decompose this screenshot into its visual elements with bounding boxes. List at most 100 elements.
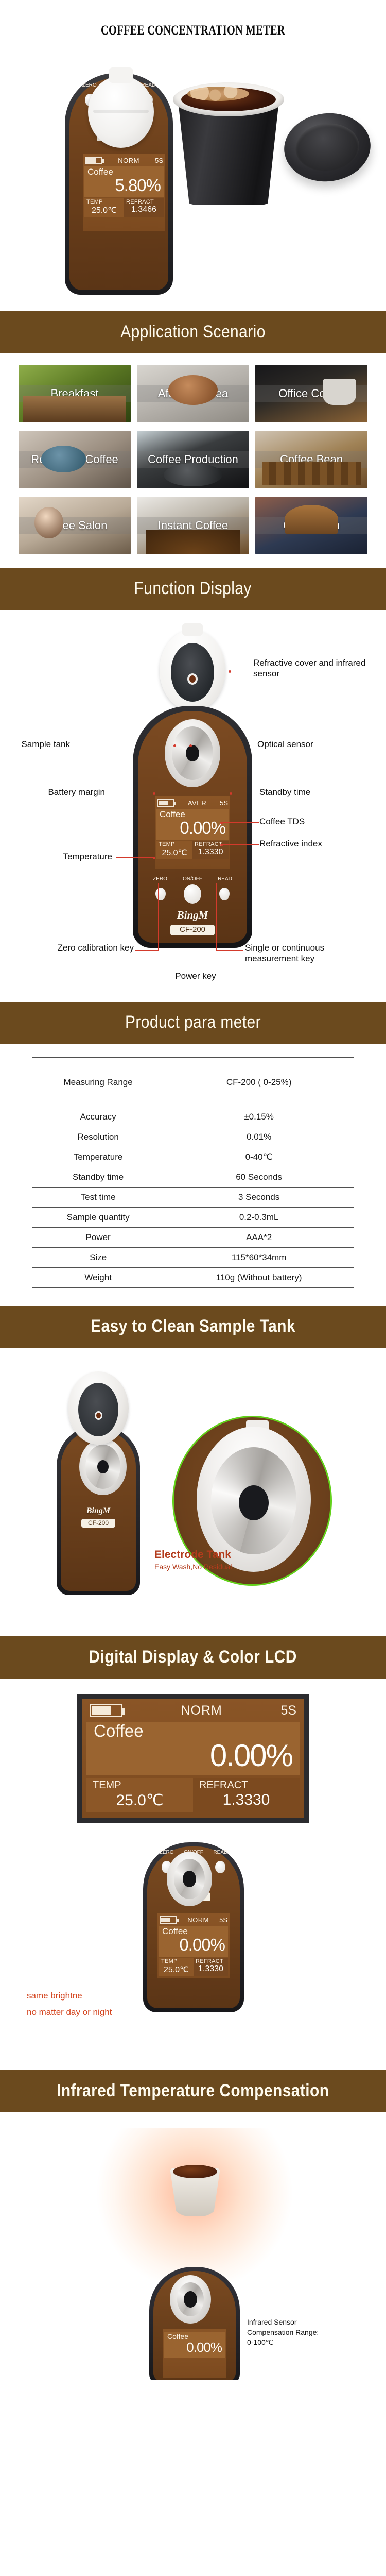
cup-lid-image bbox=[280, 109, 374, 186]
function-key-label-row: ZERO ON/OFF READ bbox=[138, 876, 247, 882]
section-banner-infrared: Infrared Temperature Compensation bbox=[0, 2070, 386, 2112]
leader-line-zero-key-v bbox=[158, 883, 159, 950]
infrared-caption-line3: 0-100℃ bbox=[247, 2338, 274, 2347]
section-banner-infrared-label: Infrared Temperature Compensation bbox=[57, 2081, 329, 2100]
function-lcd-screen: AVER 5S Coffee 0.00% TEMP 25.0℃ REFRACT bbox=[155, 796, 230, 869]
page-title: COFFEE CONCENTRATION METER bbox=[101, 23, 285, 38]
leader-line-zero-key bbox=[135, 950, 159, 951]
scenario-label: Coffee Bean bbox=[255, 451, 367, 468]
scenario-label: Office Coffee bbox=[255, 385, 367, 402]
key-label-zero: ZERO bbox=[159, 1850, 174, 1855]
leader-line-temperature bbox=[116, 856, 155, 859]
section-banner-easy-clean-label: Easy to Clean Sample Tank bbox=[91, 1316, 295, 1336]
coffee-cup-image bbox=[170, 78, 288, 207]
section-banner-application: Application Scenario bbox=[0, 311, 386, 353]
scenario-tile[interactable]: Coffee Bean bbox=[255, 431, 367, 488]
scenario-label: Reception Coffee bbox=[19, 451, 131, 468]
spec-key: Size bbox=[31, 1247, 165, 1268]
scenario-tile[interactable]: Breakfast bbox=[19, 365, 131, 422]
spec-key: Temperature bbox=[31, 1147, 165, 1167]
function-lcd-mode: AVER bbox=[187, 799, 207, 807]
function-key-area: ZERO ON/OFF READ BingM CF-200 bbox=[138, 872, 247, 935]
scenario-label: Instant Coffee bbox=[137, 517, 249, 534]
zero-button[interactable] bbox=[155, 888, 166, 900]
infrared-lcd-sample-label: Coffee bbox=[167, 2332, 188, 2341]
read-button[interactable] bbox=[219, 888, 230, 900]
cup-foam bbox=[187, 87, 249, 101]
device-lcd-main: Coffee 0.00% bbox=[159, 1926, 228, 1957]
brightness-notes: same brightne no matter day or night bbox=[27, 1988, 112, 2021]
function-lcd-refract-value: 1.3330 bbox=[198, 848, 223, 857]
digital-display-section: NORM 5S Coffee 0.00% TEMP 25.0℃ REFRACT … bbox=[0, 1679, 386, 2070]
power-button[interactable] bbox=[183, 884, 201, 904]
spec-key: Weight bbox=[31, 1267, 165, 1288]
device-face: NORM 5S Coffee 5.80% TEMP 25.0℃ bbox=[69, 67, 168, 290]
spec-value: 110g (Without battery) bbox=[164, 1267, 354, 1288]
callout-sample-tank: Sample tank bbox=[21, 739, 71, 749]
scenario-tile[interactable]: Café Chain bbox=[255, 497, 367, 554]
table-row: Accuracy ±0.15% bbox=[31, 1107, 354, 1127]
spec-key: Sample quantity bbox=[31, 1207, 165, 1228]
enlarged-lcd-main: Coffee 0.00% bbox=[86, 1721, 300, 1776]
infrared-lcd-tds-value: 0.00% bbox=[186, 2339, 222, 2355]
infrared-device-face: Coffee 0.00% bbox=[153, 2271, 236, 2380]
infrared-cup-liquid bbox=[173, 2165, 217, 2178]
model-plate: CF-200 bbox=[170, 925, 215, 935]
scenario-tile[interactable]: Coffee Salon bbox=[19, 497, 131, 554]
scenario-tile[interactable]: Reception Coffee bbox=[19, 431, 131, 488]
hero-device: NORM 5S Coffee 5.80% TEMP 25.0℃ bbox=[65, 67, 173, 295]
scenario-tile[interactable]: Instant Coffee bbox=[137, 497, 249, 554]
enlarged-lcd-tds-value: 0.00% bbox=[209, 1738, 293, 1773]
function-button-row bbox=[138, 884, 247, 904]
electrode-tank-heading: Electrode Tank bbox=[154, 1549, 231, 1561]
lcd-standby-label: 5S bbox=[155, 156, 163, 164]
scenario-tile[interactable]: Coffee Production bbox=[137, 431, 249, 488]
function-lcd-main: Coffee 0.00% bbox=[156, 809, 229, 840]
scenario-grid: Breakfast Afternoon Tea Office Coffee Re… bbox=[19, 365, 367, 554]
scenario-tile[interactable]: Office Coffee bbox=[255, 365, 367, 422]
refractive-cover-open-icon bbox=[68, 1371, 129, 1445]
lcd-secondary-readouts: TEMP 25.0℃ REFRACT 1.3466 bbox=[84, 198, 164, 217]
table-row: Resolution 0.01% bbox=[31, 1127, 354, 1147]
callout-battery-margin: Battery margin bbox=[48, 787, 105, 797]
section-banner-parameters-label: Product para meter bbox=[125, 1012, 261, 1032]
key-label-onoff: ON/OFF bbox=[183, 876, 202, 882]
callout-coffee-tds: Coffee TDS bbox=[259, 817, 305, 826]
leader-line-measure-key bbox=[216, 950, 243, 951]
device-lcd-tds-value: 0.00% bbox=[179, 1935, 225, 1954]
scenario-label: Coffee Salon bbox=[19, 517, 131, 534]
section-banner-function: Function Display bbox=[0, 568, 386, 610]
spec-value: 0.2-0.3mL bbox=[164, 1207, 354, 1228]
spec-table: Measuring Range CF-200 ( 0-25%) Accuracy… bbox=[31, 1057, 354, 1288]
device-lcd-mode: NORM bbox=[187, 1916, 209, 1924]
function-lcd-standby: 5S bbox=[220, 799, 228, 807]
lcd-refract-key: REFRACT bbox=[126, 199, 154, 206]
enlarged-lcd-mode: NORM bbox=[181, 1703, 222, 1718]
easy-clean-device: BingM CF-200 bbox=[57, 1371, 140, 1595]
table-row: Temperature 0-40℃ bbox=[31, 1147, 354, 1167]
spec-value: 3 Seconds bbox=[164, 1187, 354, 1208]
enlarged-lcd-standby: 5S bbox=[280, 1703, 296, 1718]
device-lcd-secondary: TEMP 25.0℃ REFRACT 1.3330 bbox=[159, 1958, 228, 1977]
hero-product-image: NORM 5S Coffee 5.80% TEMP 25.0℃ bbox=[0, 38, 386, 311]
scenario-tile[interactable]: Afternoon Tea bbox=[137, 365, 249, 422]
table-row: Weight 110g (Without battery) bbox=[31, 1267, 354, 1288]
device-lcd-sample-label: Coffee bbox=[162, 1926, 188, 1936]
hero-lcd-screen: NORM 5S Coffee 5.80% TEMP 25.0℃ bbox=[83, 154, 165, 231]
lcd-tds-value: 5.80% bbox=[115, 175, 161, 195]
infrared-device: Coffee 0.00% bbox=[149, 2267, 240, 2380]
scenario-label: Café Chain bbox=[255, 517, 367, 534]
device-lcd-temp-key: TEMP bbox=[161, 1958, 178, 1965]
device-lcd-screen: NORM 5S Coffee 0.00% TEMP 25.0℃ REFRACT bbox=[157, 1913, 230, 1978]
enlarged-lcd-screen: NORM 5S Coffee 0.00% TEMP 25.0℃ REFRACT … bbox=[82, 1699, 304, 1818]
read-button[interactable] bbox=[215, 1861, 225, 1873]
table-row: Standby time 60 Seconds bbox=[31, 1167, 354, 1188]
function-lcd-refract-cell: REFRACT 1.3330 bbox=[192, 841, 229, 860]
leader-line-refractive-index bbox=[220, 843, 259, 846]
device-lcd-standby: 5S bbox=[219, 1916, 227, 1924]
leader-line-measure-key-v bbox=[216, 883, 217, 950]
easy-clean-section: BingM CF-200 Electrode Tank Easy Wash,No… bbox=[0, 1348, 386, 1636]
device-lcd-status-bar: NORM 5S bbox=[157, 1913, 230, 1926]
spec-key: Test time bbox=[31, 1187, 165, 1208]
digital-display-device: NORM 5S Coffee 0.00% TEMP 25.0℃ REFRACT bbox=[143, 1842, 244, 2012]
